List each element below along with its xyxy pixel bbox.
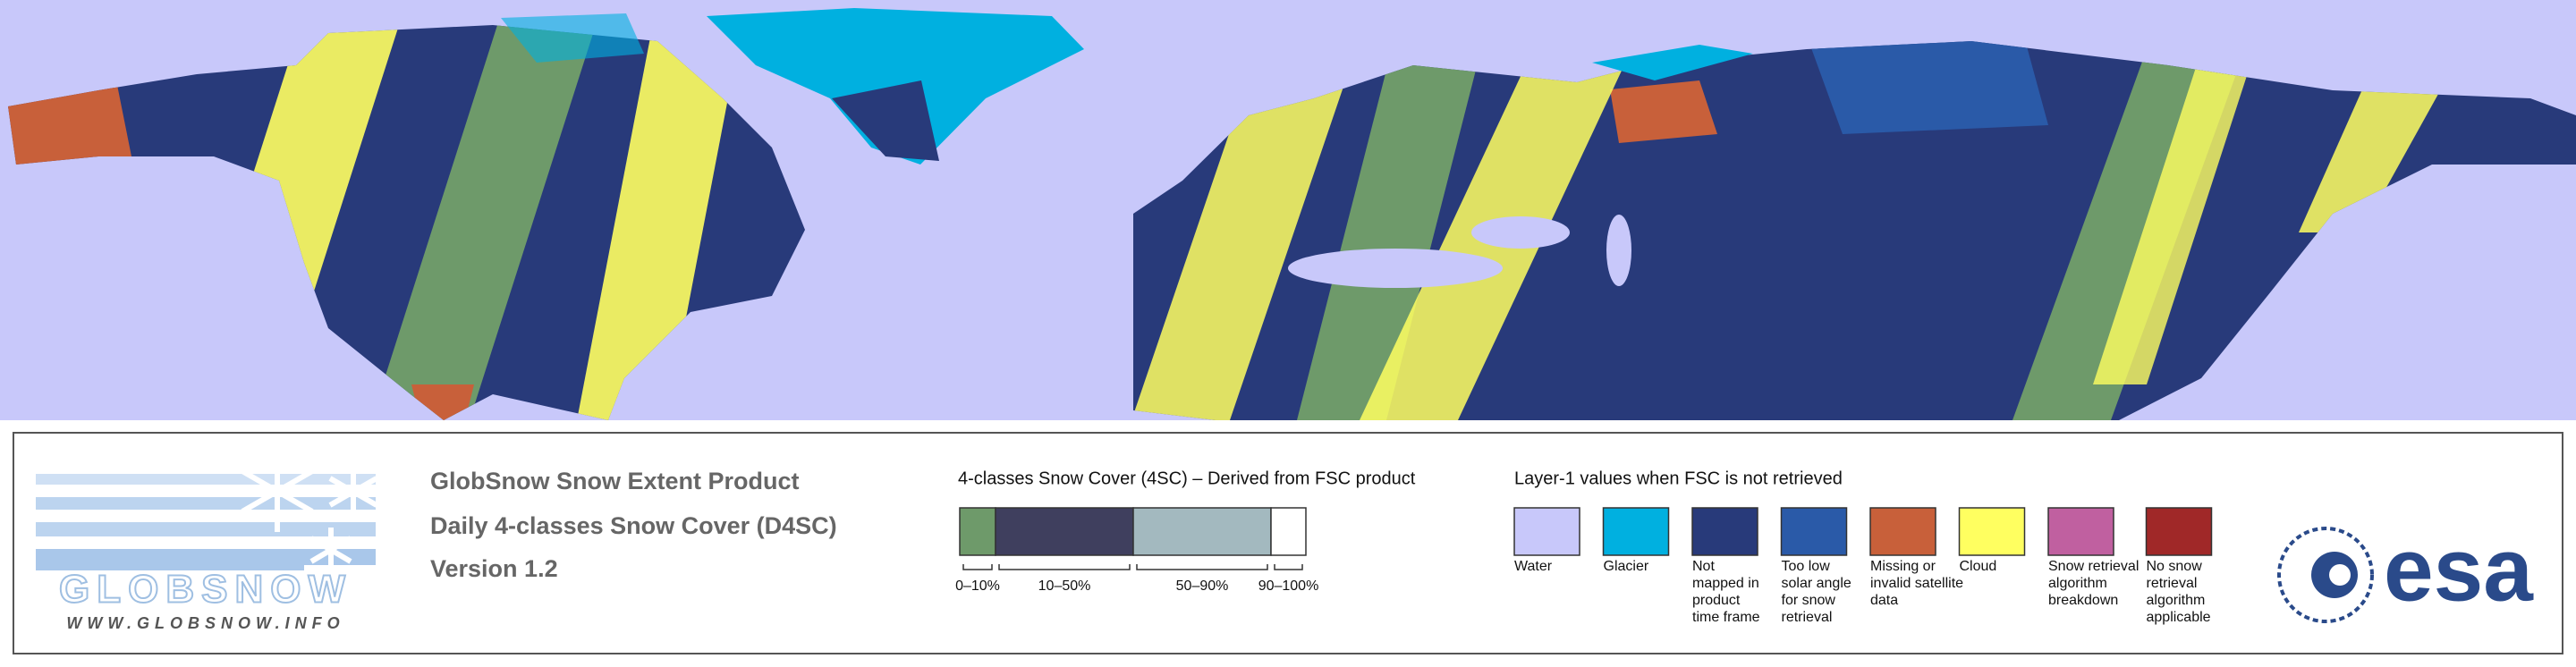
- scale-bracket: [1274, 564, 1303, 570]
- layer-swatch: [2145, 507, 2213, 556]
- novaya-zemlya: [1592, 45, 1753, 80]
- scale-legend-title: 4-classes Snow Cover (4SC) – Derived fro…: [958, 469, 1416, 488]
- scale-label: 0–10%: [955, 578, 1000, 594]
- scale-label: 90–100%: [1258, 578, 1319, 594]
- scale-swatch: [1132, 507, 1272, 556]
- layer-label: data: [1870, 593, 1898, 608]
- arctic-islands: [501, 13, 644, 63]
- layer-label: Cloud: [1960, 559, 1997, 574]
- scale-bracket: [1136, 564, 1268, 570]
- black-sea: [1471, 216, 1570, 249]
- greenland-unmapped: [832, 80, 939, 161]
- esa-name: esa: [2384, 519, 2534, 620]
- scale-label: 10–50%: [1038, 578, 1091, 594]
- layer-label: applicable: [2147, 610, 2211, 625]
- layer-swatch: [2047, 507, 2114, 556]
- layer-label: retrieval: [2147, 576, 2198, 591]
- layer-swatch: [1958, 507, 2026, 556]
- scale-label: 50–90%: [1176, 578, 1229, 594]
- layer-swatch: [1513, 507, 1580, 556]
- globsnow-logo: GLOBSNOW WWW.GLOBSNOW.INFO: [36, 452, 378, 632]
- mediterranean: [1288, 249, 1503, 288]
- scale-swatch: [995, 507, 1134, 556]
- map: [0, 0, 2576, 420]
- layer-label: algorithm: [2048, 576, 2107, 591]
- logo-url: WWW.GLOBSNOW.INFO: [66, 614, 344, 632]
- layer-legend-title: Layer-1 values when FSC is not retrieved: [1514, 469, 1843, 488]
- esa-logo: esa: [2277, 519, 2534, 623]
- land: [8, 25, 2576, 420]
- layer-label: Glacier: [1604, 559, 1649, 574]
- layer-label: solar angle: [1782, 576, 1852, 591]
- scale-bracket: [998, 564, 1131, 570]
- layer-label: retrieval: [1782, 610, 1833, 625]
- layer-label: algorithm: [2147, 593, 2206, 608]
- layer-label: time frame: [1692, 610, 1760, 625]
- product-title: GlobSnow Snow Extent Product: [430, 468, 800, 494]
- layer-label: Water: [1514, 559, 1553, 574]
- scale-swatch: [959, 507, 996, 556]
- scale-bracket: [962, 564, 993, 570]
- layer-label: Snow retrieval: [2048, 559, 2139, 574]
- layer-swatch: [1869, 507, 1936, 556]
- scale-swatch: [1270, 507, 1307, 556]
- layer-swatch: [1691, 507, 1758, 556]
- layer-label: invalid satellite: [1870, 576, 1963, 591]
- layer-label: product: [1692, 593, 1741, 608]
- layer-label: Not: [1692, 559, 1715, 574]
- layer-label: mapped in: [1692, 576, 1759, 591]
- logo-name: GLOBSNOW: [59, 568, 352, 612]
- layer-label: Missing or: [1870, 559, 1936, 574]
- layer-label: for snow: [1782, 593, 1836, 608]
- layer-swatch: [1602, 507, 1670, 556]
- layer-label: No snow: [2147, 559, 2203, 574]
- product-version: Version 1.2: [430, 555, 558, 582]
- layer-label: Too low: [1782, 559, 1831, 574]
- caspian-sea: [1606, 215, 1631, 286]
- layer-swatch: [1780, 507, 1848, 556]
- product-subtitle: Daily 4-classes Snow Cover (D4SC): [430, 512, 837, 539]
- layer-label: breakdown: [2048, 593, 2118, 608]
